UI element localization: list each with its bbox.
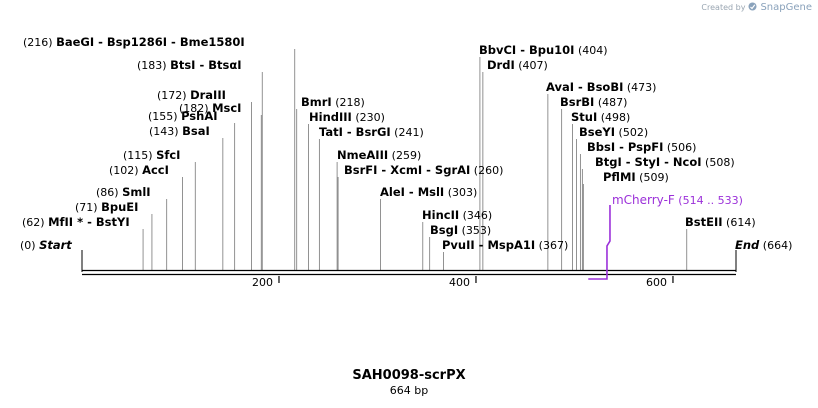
site-label-pshai[interactable]: (155) PshAI bbox=[148, 109, 218, 123]
site-label-avai[interactable]: AvaI - BsoBI (473) bbox=[546, 80, 656, 94]
site-label-hincii[interactable]: HincII (346) bbox=[422, 208, 492, 222]
feature-label[interactable]: mCherry-F (514 .. 533) bbox=[612, 193, 743, 207]
site-label-bsteii[interactable]: BstEII (614) bbox=[685, 215, 756, 229]
credit-prefix: Created by bbox=[701, 3, 746, 12]
site-label-nmeaiii[interactable]: NmeAIII (259) bbox=[337, 148, 421, 162]
feature-marker bbox=[588, 205, 611, 280]
site-label-sfci[interactable]: (115) SfcI bbox=[123, 148, 180, 162]
site-label-stui[interactable]: StuI (498) bbox=[571, 110, 630, 124]
axis-ticks: 200 400 600 bbox=[252, 276, 674, 289]
site-label-bsrbi[interactable]: BsrBI (487) bbox=[560, 95, 627, 109]
map-title: SAH0098-scrPX bbox=[352, 368, 466, 383]
primer-feature[interactable]: mCherry-F (514 .. 533) bbox=[588, 193, 743, 280]
site-label-tati[interactable]: TatI - BsrGI (241) bbox=[319, 125, 424, 139]
site-label-bsai[interactable]: (143) BsaI bbox=[149, 124, 210, 138]
map-length: 664 bp bbox=[389, 384, 429, 397]
tick-label: 200 bbox=[252, 276, 273, 289]
site-label-pvuii[interactable]: PvuII - MspA1I (367) bbox=[442, 238, 568, 252]
site-label-bsrfi[interactable]: BsrFI - XcmI - SgrAI (260) bbox=[344, 163, 503, 177]
credit-brand: SnapGene bbox=[760, 2, 812, 13]
sequence-backbone bbox=[81, 250, 737, 276]
site-label-bpuei[interactable]: (71) BpuEI bbox=[75, 200, 138, 214]
sequence-map: 200 400 600 mCherry-F (514 .. 533) (216) B… bbox=[20, 35, 792, 289]
site-label-alei[interactable]: AleI - MslI (303) bbox=[380, 185, 477, 199]
site-label-bbsi[interactable]: BbsI - PspFI (506) bbox=[587, 140, 696, 154]
site-label-btsi[interactable]: (183) BtsI - BtsαI bbox=[137, 58, 242, 72]
site-label-mfii[interactable]: (62) MfII * - BstYI bbox=[22, 215, 130, 229]
site-label-msci[interactable]: (182) MscI bbox=[179, 101, 241, 115]
site-label-bsgi[interactable]: BsgI (353) bbox=[430, 223, 491, 237]
site-label-draiii[interactable]: (172) DraIII bbox=[157, 88, 226, 102]
site-label-pflmi[interactable]: PflMI (509) bbox=[603, 170, 669, 184]
site-label-btgi[interactable]: BtgI - StyI - NcoI (508) bbox=[595, 155, 735, 169]
snapgene-credit: Created by SnapGene bbox=[701, 2, 812, 13]
site-label-bseyi[interactable]: BseYI (502) bbox=[579, 125, 648, 139]
site-label-baegi[interactable]: (216) BaeGI - Bsp1286I - Bme1580I bbox=[23, 35, 245, 49]
tick-label: 600 bbox=[646, 276, 667, 289]
site-label-bmri[interactable]: BmrI (218) bbox=[301, 95, 365, 109]
start-label: (0) Start bbox=[20, 238, 72, 252]
map-title-block: SAH0098-scrPX 664 bp bbox=[0, 368, 818, 397]
site-labels: (216) BaeGI - Bsp1286I - Bme1580I (183) B… bbox=[20, 35, 792, 252]
end-label: End (664) bbox=[735, 238, 792, 252]
site-label-smli[interactable]: (86) SmlI bbox=[96, 185, 151, 199]
tick-label: 400 bbox=[449, 276, 470, 289]
site-label-hindiii[interactable]: HindIII (230) bbox=[309, 110, 385, 124]
snapgene-logo-icon bbox=[748, 2, 757, 13]
site-leaders bbox=[142, 49, 688, 270]
site-label-acci[interactable]: (102) AccI bbox=[109, 163, 169, 177]
site-label-drdi[interactable]: DrdI (407) bbox=[487, 58, 548, 72]
site-label-bbvci[interactable]: BbvCI - Bpu10I (404) bbox=[479, 43, 608, 57]
